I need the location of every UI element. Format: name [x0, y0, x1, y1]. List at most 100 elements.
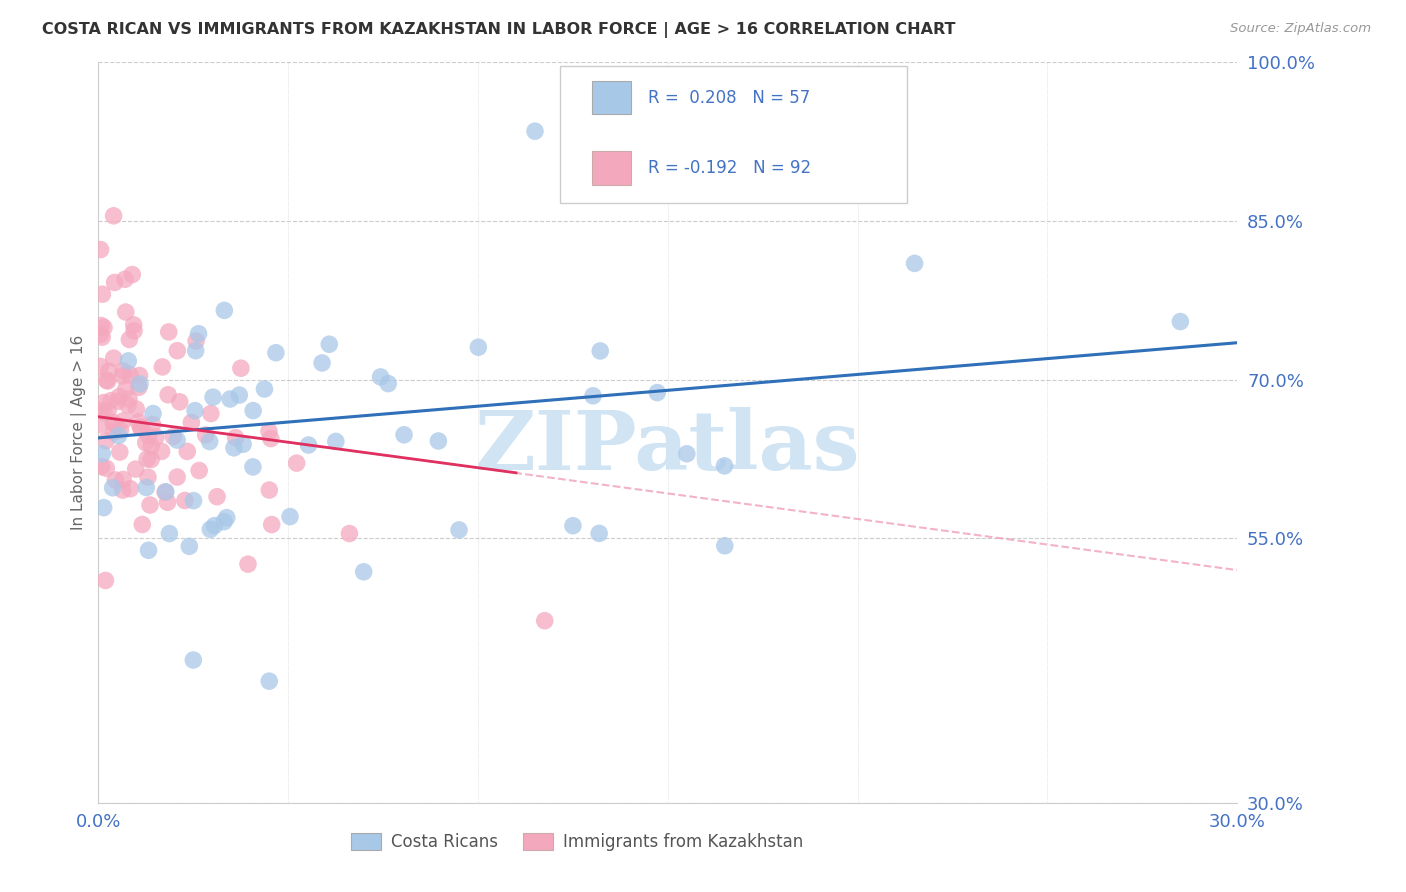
Point	[94, 434, 117, 448]
Point	[219, 392, 242, 406]
Point	[184, 343, 207, 358]
Point	[392, 427, 415, 442]
Point	[714, 539, 737, 553]
Point	[135, 481, 157, 495]
Point	[103, 276, 125, 290]
Point	[339, 526, 361, 541]
Point	[204, 518, 226, 533]
Point	[112, 414, 135, 428]
Point	[103, 416, 125, 430]
Point	[107, 394, 129, 409]
Point	[128, 380, 150, 394]
Point	[131, 517, 153, 532]
Point	[183, 493, 205, 508]
Point	[645, 385, 668, 400]
Point	[141, 439, 163, 453]
Point	[150, 359, 173, 374]
Point	[93, 395, 115, 409]
Point	[138, 543, 160, 558]
Point	[257, 424, 280, 438]
Point	[904, 256, 927, 270]
Point	[89, 403, 111, 417]
Y-axis label: In Labor Force | Age > 16: In Labor Force | Age > 16	[72, 335, 87, 530]
Point	[205, 490, 228, 504]
Point	[96, 373, 118, 387]
Point	[124, 462, 146, 476]
Point	[166, 433, 188, 447]
Point	[202, 390, 225, 404]
Point	[107, 428, 129, 442]
Point	[129, 420, 152, 434]
Text: ZIPatlas: ZIPatlas	[475, 408, 860, 487]
FancyBboxPatch shape	[592, 81, 631, 114]
Point	[214, 303, 236, 318]
Point	[142, 417, 165, 432]
Point	[122, 318, 145, 332]
Point	[162, 429, 184, 443]
Text: R =  0.208   N = 57: R = 0.208 N = 57	[648, 89, 811, 107]
Point	[183, 653, 205, 667]
Point	[114, 382, 136, 396]
Point	[96, 461, 118, 475]
Point	[222, 441, 245, 455]
Point	[91, 330, 114, 344]
Point	[121, 268, 143, 282]
Point	[90, 318, 112, 333]
Point	[232, 437, 254, 451]
Point	[325, 434, 347, 449]
Point	[111, 368, 134, 383]
Point	[236, 557, 259, 571]
Point	[114, 272, 136, 286]
Point	[118, 333, 141, 347]
Point	[228, 388, 250, 402]
Point	[93, 406, 115, 420]
Point	[122, 324, 145, 338]
Point	[184, 403, 207, 417]
Point	[103, 209, 125, 223]
Point	[89, 359, 111, 374]
Point	[93, 500, 115, 515]
Point	[467, 340, 489, 354]
Point	[194, 428, 217, 442]
Point	[188, 463, 211, 477]
Point	[588, 526, 610, 541]
Point	[180, 416, 202, 430]
Point	[136, 451, 159, 466]
Point	[184, 334, 207, 348]
Point	[125, 402, 148, 417]
Point	[260, 517, 283, 532]
Point	[120, 368, 142, 382]
Point	[153, 485, 176, 500]
Point	[128, 368, 150, 383]
Point	[91, 447, 114, 461]
Point	[524, 124, 547, 138]
Point	[166, 343, 188, 358]
Point	[713, 458, 735, 473]
Point	[259, 674, 281, 689]
Point	[253, 382, 276, 396]
Point	[377, 376, 399, 391]
Point	[166, 470, 188, 484]
Point	[215, 510, 238, 524]
Point	[97, 403, 120, 417]
Point	[117, 354, 139, 368]
Point	[150, 444, 173, 458]
Point	[90, 243, 112, 257]
Point	[176, 444, 198, 458]
Point	[139, 498, 162, 512]
Point	[97, 364, 120, 378]
Point	[157, 388, 180, 402]
Text: Source: ZipAtlas.com: Source: ZipAtlas.com	[1230, 22, 1371, 36]
Text: COSTA RICAN VS IMMIGRANTS FROM KAZAKHSTAN IN LABOR FORCE | AGE > 16 CORRELATION : COSTA RICAN VS IMMIGRANTS FROM KAZAKHSTA…	[42, 22, 956, 38]
Point	[264, 345, 287, 359]
Point	[200, 522, 222, 536]
FancyBboxPatch shape	[592, 152, 631, 185]
Point	[103, 351, 125, 366]
Point	[114, 305, 136, 319]
Point	[111, 483, 134, 497]
Point	[449, 523, 471, 537]
Point	[117, 398, 139, 412]
Point	[112, 472, 135, 486]
Point	[108, 445, 131, 459]
Point	[103, 425, 125, 439]
